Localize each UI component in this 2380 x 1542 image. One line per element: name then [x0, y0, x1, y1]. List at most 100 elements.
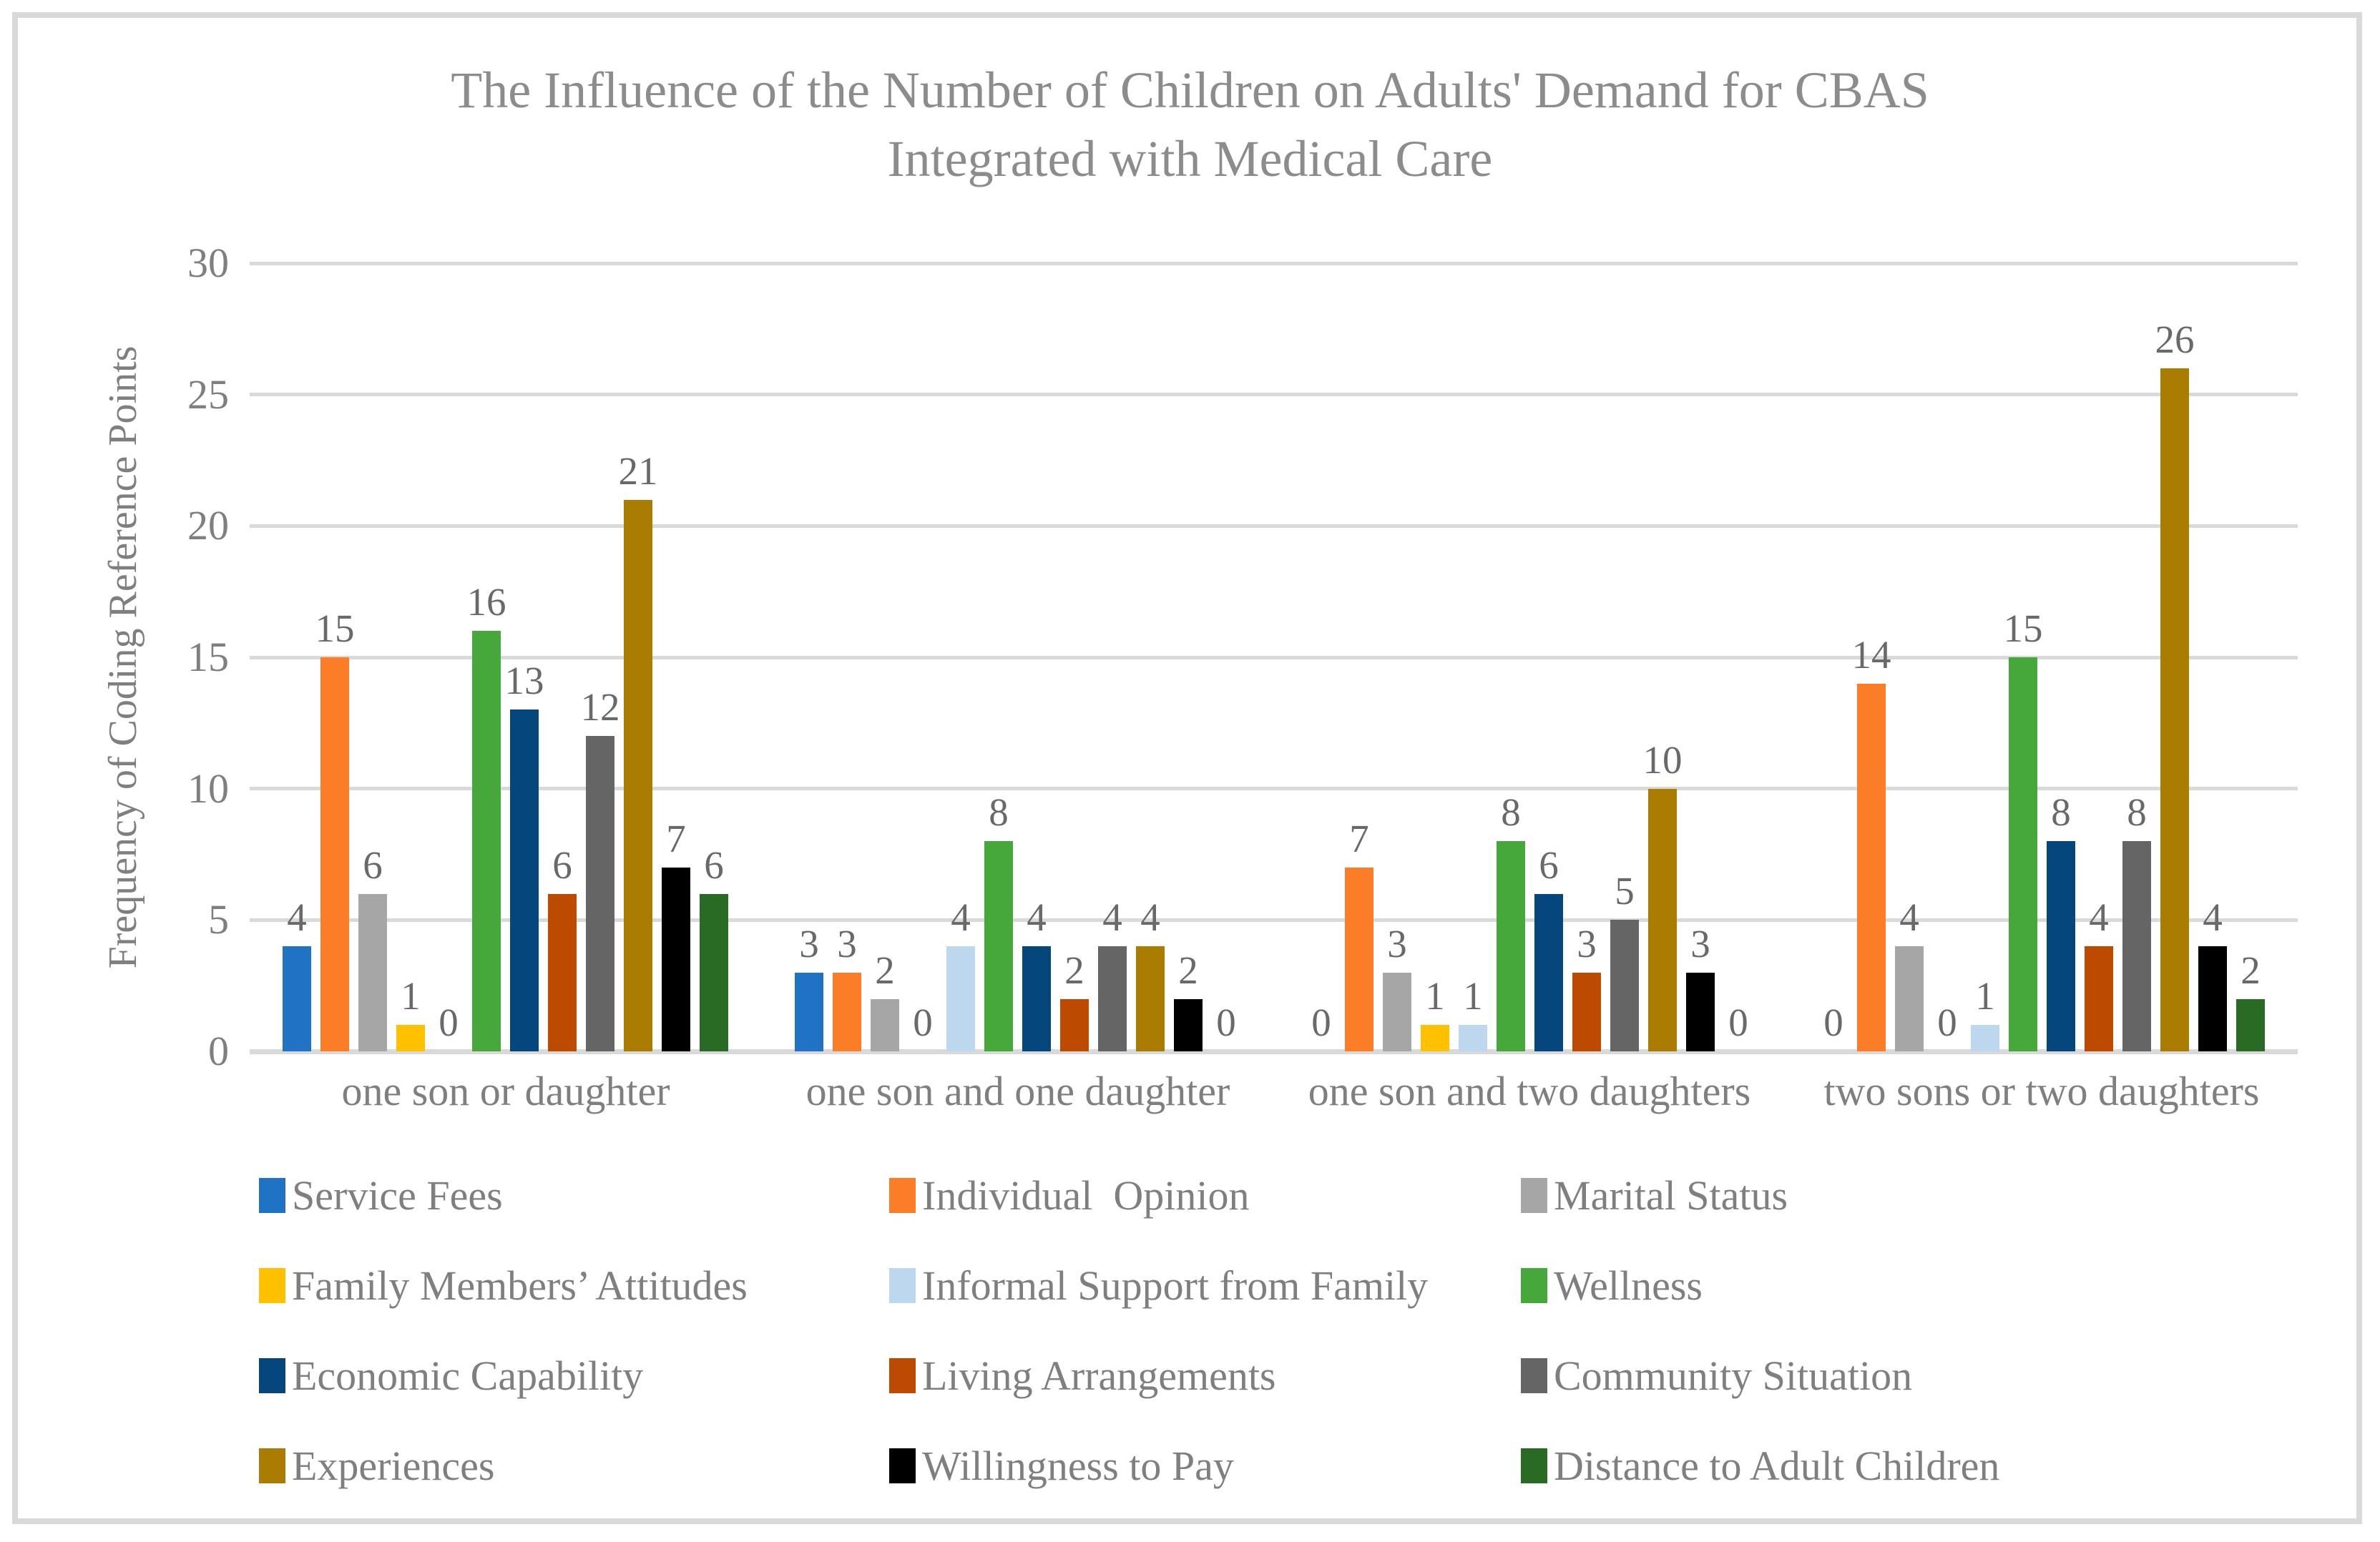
bar-value-label: 16 — [466, 580, 506, 624]
bar — [2047, 841, 2075, 1051]
bar — [1857, 684, 1886, 1051]
gridline — [250, 524, 2298, 528]
bar — [1060, 999, 1089, 1051]
y-tick-label: 20 — [187, 502, 229, 549]
bar-value-label: 8 — [1501, 790, 1521, 834]
gridline — [250, 918, 2298, 922]
legend-label: Community Situation — [1554, 1352, 1913, 1399]
bar — [1022, 946, 1051, 1051]
bar — [2122, 841, 2151, 1051]
bar-value-label: 0 — [913, 1001, 933, 1044]
bar — [1136, 946, 1165, 1051]
bar-value-label: 5 — [1615, 869, 1635, 913]
bar-value-label: 0 — [1728, 1001, 1748, 1044]
bar-value-label: 6 — [363, 843, 383, 887]
legend-swatch — [889, 1448, 916, 1483]
legend-swatch — [1521, 1177, 1547, 1213]
legend-swatch — [259, 1357, 285, 1393]
bar — [662, 868, 690, 1051]
bar-value-label: 2 — [875, 948, 895, 992]
bar — [2160, 368, 2189, 1051]
bar-value-label: 8 — [2051, 790, 2071, 834]
bar-value-label: 0 — [1937, 1001, 1957, 1044]
legend-swatch — [259, 1177, 285, 1213]
y-tick-label: 15 — [187, 634, 229, 680]
legend-swatch — [259, 1448, 285, 1483]
legend-item: Community Situation — [1521, 1348, 1912, 1403]
bar — [1383, 973, 1411, 1051]
bar — [1971, 1025, 1999, 1051]
bar — [1534, 894, 1563, 1051]
legend-item: Family Members’ Attitudes — [259, 1258, 748, 1312]
bar-value-label: 1 — [1975, 974, 1995, 1018]
legend-item: Living Arrangements — [889, 1348, 1276, 1403]
bar — [1459, 1025, 1487, 1051]
legend-swatch — [1521, 1357, 1547, 1393]
bar-value-label: 3 — [1690, 922, 1710, 966]
bar-value-label: 4 — [1899, 895, 1919, 939]
bar-value-label: 12 — [580, 685, 620, 729]
gridline — [250, 656, 2298, 659]
bar-value-label: 0 — [1823, 1001, 1843, 1044]
legend-item: Wellness — [1521, 1258, 1703, 1312]
bar-value-label: 7 — [1349, 817, 1369, 860]
bar-value-label: 4 — [1102, 895, 1122, 939]
bar-value-label: 4 — [2203, 895, 2223, 939]
legend-swatch — [889, 1357, 916, 1393]
bar-value-label: 8 — [989, 790, 1009, 834]
bar-value-label: 2 — [1064, 948, 1084, 992]
legend-label: Family Members’ Attitudes — [292, 1262, 748, 1309]
bar — [548, 894, 577, 1051]
legend-label: Wellness — [1554, 1262, 1703, 1309]
bar — [984, 841, 1013, 1051]
y-tick-label: 5 — [208, 896, 229, 943]
bar-value-label: 0 — [1311, 1001, 1331, 1044]
bar-value-label: 15 — [315, 607, 355, 650]
bar — [472, 631, 501, 1051]
bar — [1610, 920, 1639, 1051]
bar-value-label: 14 — [1851, 633, 1891, 677]
bar-value-label: 6 — [1539, 843, 1559, 887]
bar — [624, 500, 652, 1051]
bar — [1174, 999, 1203, 1051]
bar — [586, 736, 614, 1051]
bar-value-label: 1 — [401, 974, 421, 1018]
bar — [1497, 841, 1525, 1051]
legend-label: Experiences — [292, 1442, 495, 1489]
bar — [833, 973, 861, 1051]
gridline — [250, 393, 2298, 396]
bar-value-label: 3 — [1387, 922, 1407, 966]
legend-item: Experiences — [259, 1438, 494, 1493]
bar-value-label: 4 — [1140, 895, 1160, 939]
bar — [510, 709, 539, 1051]
bar-value-label: 2 — [2241, 948, 2261, 992]
bar — [2009, 657, 2037, 1051]
bar-value-label: 1 — [1463, 974, 1483, 1018]
legend-swatch — [889, 1177, 916, 1213]
legend-label: Marital Status — [1554, 1172, 1788, 1219]
bar-value-label: 0 — [439, 1001, 459, 1044]
bar — [1572, 973, 1601, 1051]
y-tick-label: 10 — [187, 765, 229, 812]
plot-area: 4 15 6 1 0 16 13 6 12 21 7 6 3 3 2 0 4 8 4 2 4 4 2 0 0 7 3 1 1 8 6 3 5 10… — [250, 262, 2298, 1054]
bar-value-label: 13 — [504, 659, 544, 702]
x-category-label: two sons or two daughters — [1823, 1068, 2260, 1114]
bar-value-label: 3 — [1577, 922, 1597, 966]
bar-value-label: 15 — [2003, 607, 2043, 650]
bar-value-label: 4 — [2089, 895, 2109, 939]
bar — [396, 1025, 425, 1051]
y-tick-label: 25 — [187, 371, 229, 418]
chart-title: The Influence of the Number of Children … — [451, 62, 1929, 187]
bar-value-label: 21 — [618, 449, 658, 493]
legend-label: Willingness to Pay — [922, 1442, 1234, 1489]
bar-value-label: 10 — [1642, 738, 1683, 782]
legend-item: Economic Capability — [259, 1348, 643, 1403]
bar-value-label: 4 — [287, 895, 307, 939]
legend-item: Marital Status — [1521, 1168, 1788, 1222]
bar — [358, 894, 387, 1051]
legend-label: Informal Support from Family — [922, 1262, 1429, 1309]
bar — [2198, 946, 2227, 1051]
legend-swatch — [1521, 1267, 1547, 1303]
x-category-label: one son or daughter — [341, 1068, 670, 1114]
bar — [2085, 946, 2113, 1051]
